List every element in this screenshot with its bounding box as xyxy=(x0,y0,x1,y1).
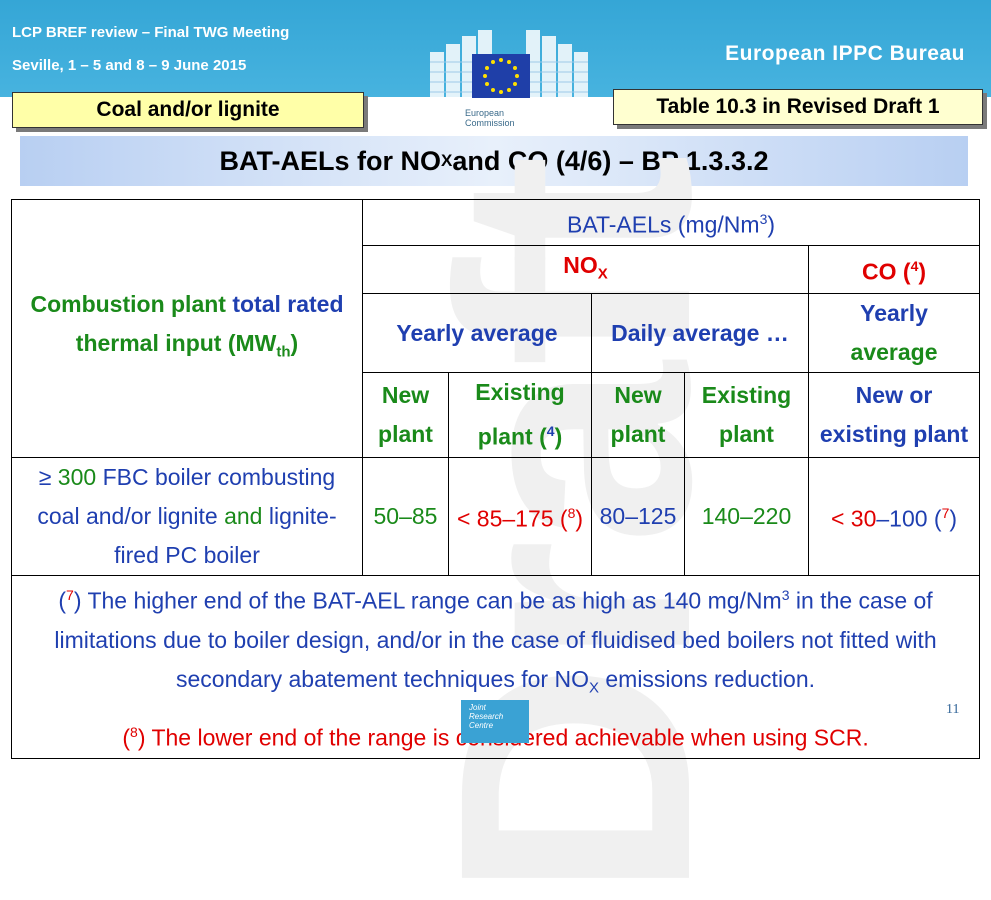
co-yearly-header: Yearly average xyxy=(807,293,981,374)
table-row: (7) The higher end of the BAT-AEL range … xyxy=(10,574,981,759)
nox-pre: NO xyxy=(563,251,598,278)
row-header-a: Combustion plant xyxy=(30,291,233,318)
european-commission-logo xyxy=(430,30,588,104)
new-plant-yearly: New plant xyxy=(362,372,449,458)
v2-sup: 8 xyxy=(567,505,576,522)
new-daily-l2: plant xyxy=(610,421,666,448)
existing-l2-sup: 4 xyxy=(546,423,555,440)
bat-aels-pre: BAT-AELs (mg/Nm xyxy=(567,211,760,238)
new-or-l1: New or xyxy=(855,382,933,409)
row-header-c: thermal input (MW xyxy=(75,330,277,357)
table-row: New plant Existing plant (4) New plant Exis… xyxy=(12,372,981,458)
new-plant-l2: plant xyxy=(378,421,433,448)
footnotes-cell: (7) The higher end of the BAT-AEL range … xyxy=(10,574,981,759)
note7-sup: 7 xyxy=(66,586,74,603)
note8-sup: 8 xyxy=(130,724,138,741)
title-post: and CO (4/6) – BP 1.3.3.2 xyxy=(452,145,769,176)
note7-text3: emissions reduction. xyxy=(598,665,816,692)
label-300: 300 xyxy=(51,463,103,490)
v5-sup: 7 xyxy=(941,505,950,522)
note7-sub: X xyxy=(588,679,599,697)
bat-aels-header: BAT-AELs (mg/Nm3) xyxy=(361,199,981,246)
value-daily-new: 80–125 xyxy=(591,456,685,576)
nox-sub: X xyxy=(597,265,608,283)
new-plant-l1: New xyxy=(381,382,430,409)
v5-post: ) xyxy=(949,505,958,532)
table-row: NOX CO (4) xyxy=(12,244,981,295)
table-row: Yearly average Daily average … Yearly ave… xyxy=(12,293,981,374)
yearly-average-header: Yearly average xyxy=(362,293,592,374)
v5-rest: –100 ( xyxy=(876,505,942,532)
bat-aels-sup: 3 xyxy=(759,211,768,227)
co-yearly-line2: average xyxy=(850,339,938,366)
co-yearly-line1: Yearly xyxy=(860,300,928,327)
value-yearly-existing: < 85–175 (8) xyxy=(448,456,592,576)
v2-lt: < 85 xyxy=(456,505,503,532)
meeting-location: Seville, 1 – 5 and 8 – 9 June 2015 xyxy=(12,57,247,74)
title-sub: X xyxy=(441,151,453,170)
v5-lt: < 30 xyxy=(830,505,877,532)
value-daily-existing: 140–220 xyxy=(684,456,809,576)
note8-open: ( xyxy=(122,724,131,751)
note7-text2: in the case of limitations due to boiler… xyxy=(54,587,937,692)
bat-ael-table: Combustion plant total rated thermal inp… xyxy=(10,199,981,759)
nox-header: NOX xyxy=(362,244,809,295)
label-coal: coal and/or lignite xyxy=(37,502,225,529)
existing-plant-yearly: Existing plant (4) xyxy=(448,372,592,458)
exist-daily-l1: Existing xyxy=(701,382,792,409)
new-daily-l1: New xyxy=(614,382,662,409)
new-plant-daily: New plant xyxy=(591,372,685,458)
label-fbc: FBC boiler combusting xyxy=(102,463,336,490)
co-sup: 4 xyxy=(910,258,919,275)
new-or-l2: existing plant xyxy=(819,421,969,448)
table-reference: Table 10.3 in Revised Draft 1 xyxy=(613,89,983,125)
row-header-cell: Combustion plant total rated thermal inp… xyxy=(11,199,363,458)
note7-sup2: 3 xyxy=(781,586,790,603)
bat-aels-post: ) xyxy=(767,211,776,238)
existing-l2-post: ) xyxy=(554,423,563,450)
exist-daily-l2: plant xyxy=(719,421,774,448)
note7-open: ( xyxy=(58,587,67,614)
v2-post: ) xyxy=(575,505,584,532)
row-header-b: total rated xyxy=(232,291,344,318)
co-post: ) xyxy=(918,258,927,285)
label-lignite: lignite- xyxy=(262,502,337,529)
co-pre: CO ( xyxy=(862,258,911,285)
existing-l1: Existing xyxy=(475,379,565,406)
logo-caption: European Commission xyxy=(465,108,515,128)
table-row: Combustion plant total rated thermal inp… xyxy=(11,199,981,458)
jrc-logo: Joint Research Centre xyxy=(461,700,529,743)
row-header-d: ) xyxy=(290,330,299,357)
meeting-title: LCP BREF review – Final TWG Meeting xyxy=(12,24,290,41)
note7-text1: ) The higher end of the BAT-AEL range ca… xyxy=(73,587,782,614)
co-header: CO (4) xyxy=(807,244,981,295)
label-and: and xyxy=(224,502,263,529)
slide-title: BAT-AELs for NO X and CO (4/6) – BP 1.3.3… xyxy=(20,136,968,186)
label-geq: ≥ xyxy=(38,463,52,490)
value-co: < 30–100 (7) xyxy=(807,456,981,576)
existing-l2-pre: plant ( xyxy=(477,423,547,450)
table-row: ≥ 300 FBC boiler combusting coal and/or … xyxy=(11,456,981,576)
row-header-sub: th xyxy=(276,343,291,361)
fuel-label: Coal and/or lignite xyxy=(12,92,364,128)
bureau-name: European IPPC Bureau xyxy=(725,42,965,65)
v2-rest: –175 ( xyxy=(502,505,568,532)
new-or-existing-plant: New or existing plant xyxy=(807,372,981,458)
value-yearly-new: 50–85 xyxy=(362,456,449,576)
footnote-7: (7) The higher end of the BAT-AEL range … xyxy=(14,576,977,707)
page-number: 11 xyxy=(946,702,960,717)
daily-average-header: Daily average … xyxy=(591,293,809,374)
plant-type-cell: ≥ 300 FBC boiler combusting coal and/or … xyxy=(11,456,363,576)
title-pre: BAT-AELs for NO xyxy=(219,145,442,176)
label-fired: fired PC boiler xyxy=(114,541,260,568)
existing-plant-daily: Existing plant xyxy=(684,372,809,458)
